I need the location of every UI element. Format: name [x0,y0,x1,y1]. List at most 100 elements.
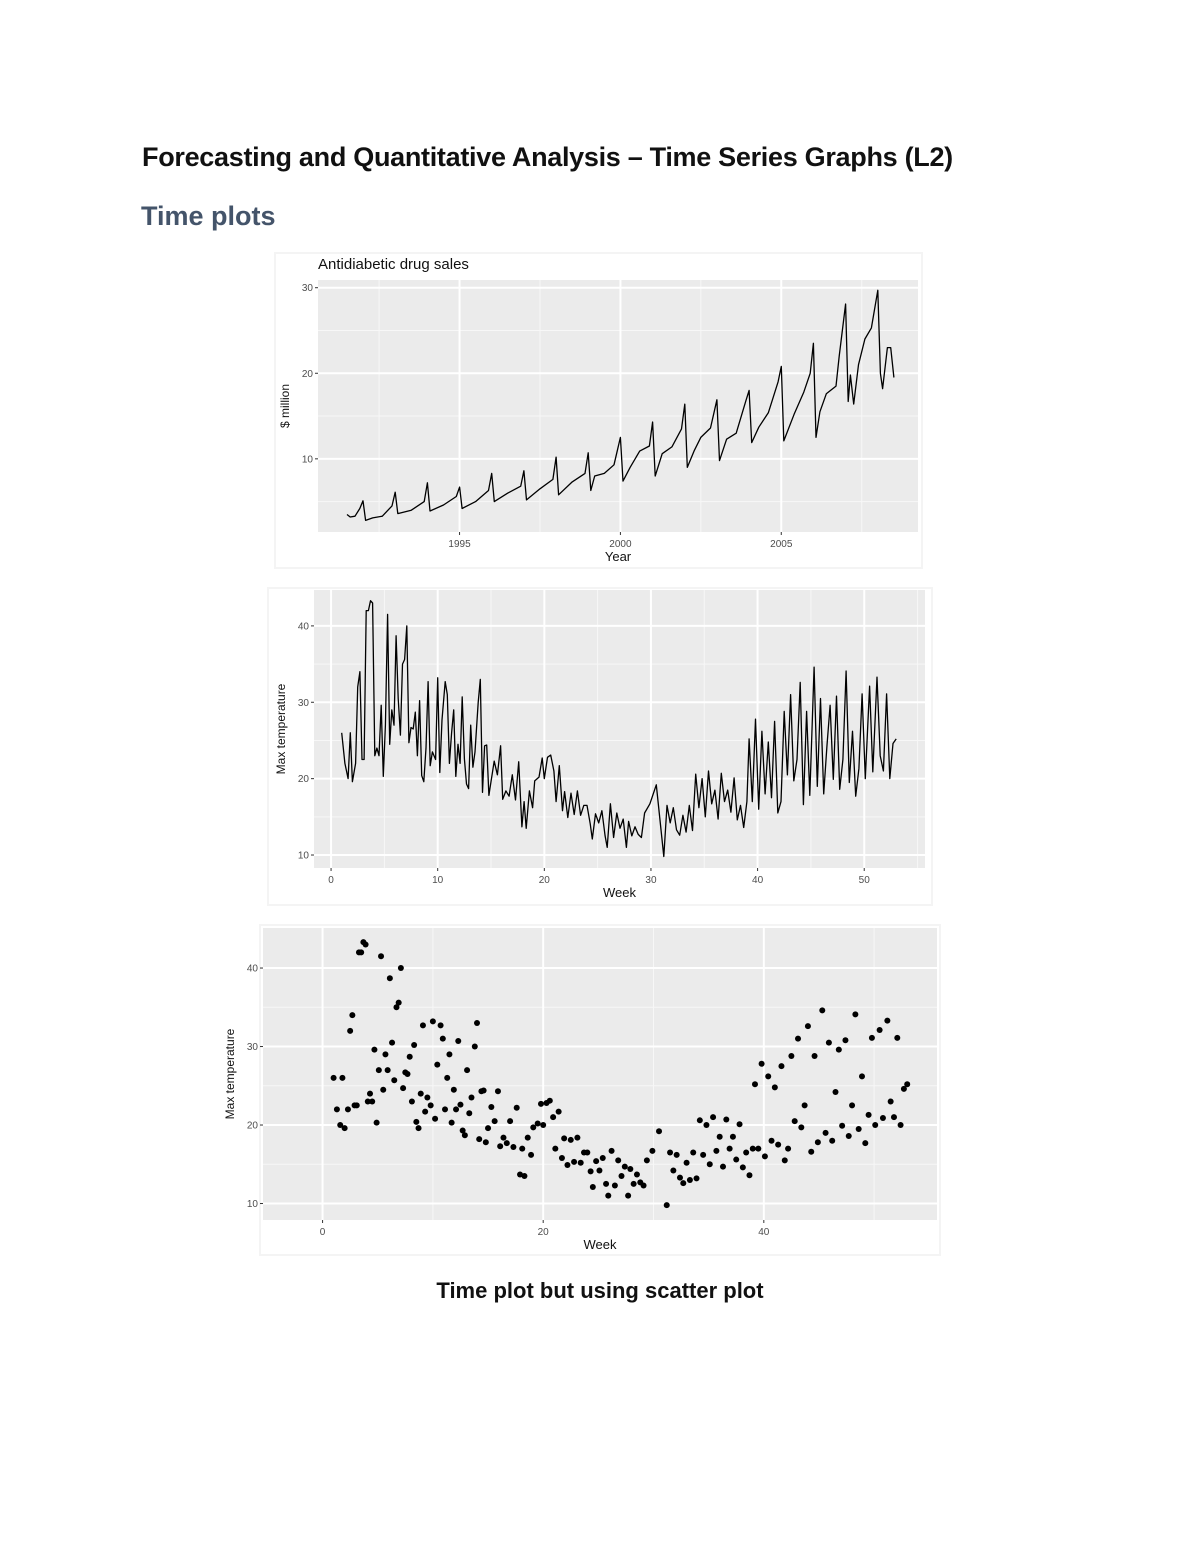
data-point [749,1145,756,1152]
x-axis-label: Week [603,885,636,900]
data-point [713,1147,720,1154]
chart-title: Antidiabetic drug sales [318,256,469,273]
data-point [339,1074,346,1081]
data-point [371,1046,378,1053]
data-point [437,1022,444,1029]
data-point [577,1159,584,1166]
data-point [369,1098,376,1105]
data-point [584,1149,591,1156]
data-point [667,1149,674,1156]
data-point [364,1098,371,1105]
y-axis-label: $ million [278,384,292,428]
data-point [801,1102,808,1109]
max-temperature-scatter-chart: 0 20 40 10 20 30 40 Week Max temperature [223,924,941,1256]
data-point [461,1132,468,1139]
x-tick-label: 20 [538,1227,550,1238]
data-point [832,1089,839,1096]
data-point [439,1035,446,1042]
data-point [858,1073,865,1080]
data-point [627,1165,634,1172]
data-point [596,1167,603,1174]
y-tick-label: 20 [298,774,310,785]
data-point [890,1114,897,1121]
data-point [397,965,404,972]
data-point [690,1149,697,1156]
data-point [640,1182,647,1189]
plot-panel [263,928,937,1220]
data-point [333,1106,340,1113]
data-point [599,1154,606,1161]
data-point [391,1077,398,1084]
data-point [507,1118,514,1125]
data-point [382,1051,389,1058]
data-point [686,1176,693,1183]
data-point [775,1141,782,1148]
data-point [865,1111,872,1118]
data-point [879,1114,886,1121]
data-point [683,1159,690,1166]
series-line [346,289,895,522]
data-point [798,1124,805,1131]
data-point [494,1088,501,1095]
data-point [719,1163,726,1170]
figure-caption: Time plot but using scatter plot [436,1278,764,1303]
data-point [716,1133,723,1140]
data-point [408,1098,415,1105]
data-point [814,1139,821,1146]
data-point [676,1174,683,1181]
x-tick-label: 0 [320,1227,326,1238]
data-point [341,1125,348,1132]
data-point [561,1135,568,1142]
data-point [778,1063,785,1070]
data-point [482,1139,489,1146]
data-point [611,1182,618,1189]
data-point [855,1125,862,1132]
data-point [729,1133,736,1140]
data-point [448,1119,455,1126]
series-line [341,600,897,858]
x-tick-label: 40 [752,875,764,886]
data-point [411,1041,418,1048]
data-point [829,1137,836,1144]
data-point [389,1039,396,1046]
data-point [868,1034,875,1041]
data-point [680,1180,687,1187]
y-axis-label: Max temperature [223,1028,237,1119]
data-point [406,1053,413,1060]
data-point [422,1108,429,1115]
data-point [723,1116,730,1123]
data-point [480,1087,487,1094]
x-axis-label: Year [605,549,632,564]
data-point [555,1108,562,1115]
data-point [485,1125,492,1132]
data-point [386,975,393,982]
data-point [378,953,385,960]
data-point [710,1114,717,1121]
data-point [500,1134,507,1141]
data-point [743,1149,750,1156]
data-point [521,1173,528,1180]
data-point [887,1098,894,1105]
x-tick-label: 1995 [448,539,471,550]
data-point [540,1122,547,1129]
x-tick-label: 50 [859,875,871,886]
data-point [663,1202,670,1209]
data-point [605,1192,612,1199]
data-point [497,1143,504,1150]
data-point [839,1122,846,1129]
x-tick-label: 10 [432,875,444,886]
antidiabetic-sales-chart: 1995 2000 2005 10 20 30 Antidiabetic drug sale… [274,252,923,569]
data-point [453,1106,460,1113]
data-point [427,1102,434,1109]
data-point [534,1120,541,1127]
data-point [706,1161,713,1168]
data-point [876,1027,883,1034]
data-point [546,1097,553,1104]
data-point [849,1102,856,1109]
data-point [455,1038,462,1045]
data-point [367,1090,374,1097]
data-point [446,1051,453,1058]
data-point [884,1017,891,1024]
data-point [417,1090,424,1097]
data-point [761,1153,768,1160]
